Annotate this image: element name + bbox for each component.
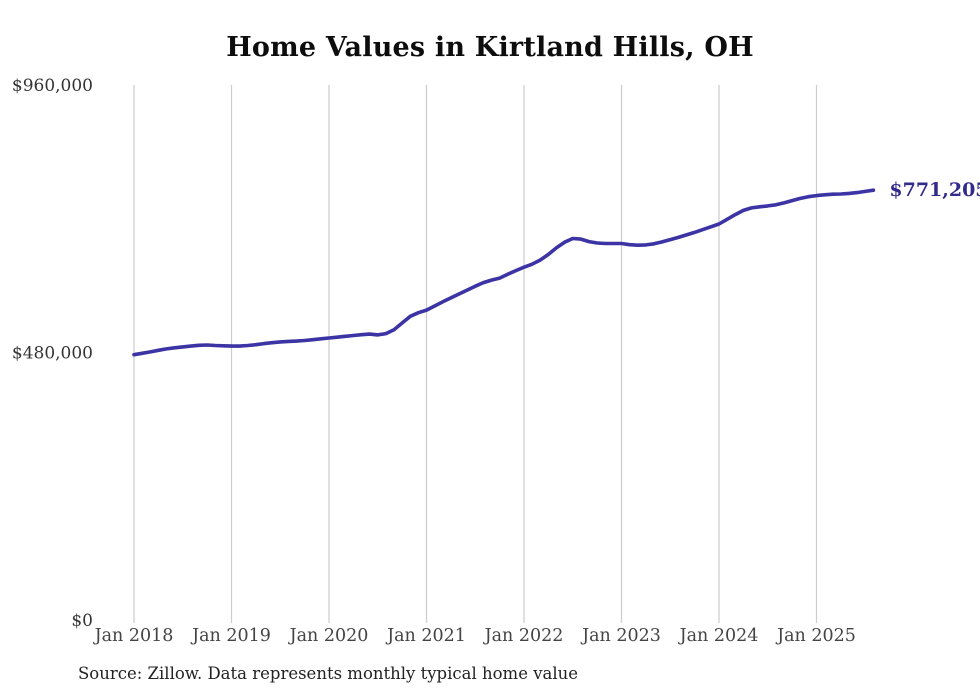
y-tick-label: $960,000 [12,76,93,96]
latest-value-label: $771,205 [889,179,980,201]
x-tick-label: Jan 2018 [93,626,174,646]
chart-title: Home Values in Kirtland Hills, OH [226,32,754,63]
x-tick-label: Jan 2025 [775,626,856,646]
x-tick-label: Jan 2023 [580,626,661,646]
home-value-line-series [132,188,876,357]
x-tick-label: Jan 2019 [190,626,271,646]
source-note: Source: Zillow. Data represents monthly … [78,664,579,683]
x-tick-label: Jan 2022 [483,626,564,646]
home-value-line [132,188,876,357]
y-tick-label: $480,000 [12,344,93,364]
y-axis-tick-labels: $0 $480,000 $960,000 [12,76,93,631]
vertical-gridlines [133,85,818,623]
x-tick-label: Jan 2020 [288,626,369,646]
end-value-label: $771,205 [889,179,980,201]
x-tick-label: Jan 2021 [385,626,466,646]
y-tick-label: $0 [71,611,93,631]
x-tick-label: Jan 2024 [678,626,759,646]
x-axis-tick-labels: Jan 2018 Jan 2019 Jan 2020 Jan 2021 Jan 2022… [93,626,856,646]
